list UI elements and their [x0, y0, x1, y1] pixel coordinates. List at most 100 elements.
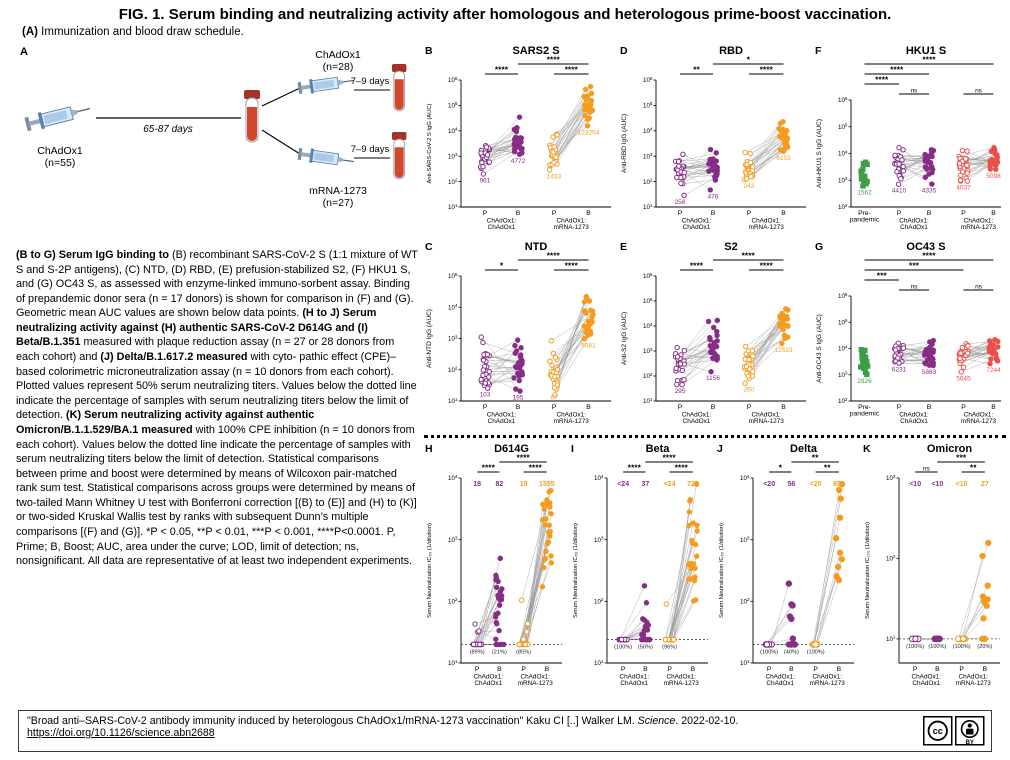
axis-tick-label: 104	[643, 322, 653, 330]
data-point	[707, 146, 714, 153]
x-tick-label: P	[813, 666, 818, 673]
gmt-label: 1433	[547, 174, 562, 181]
data-point	[742, 380, 748, 386]
x-tick-label: B	[586, 404, 591, 411]
data-point	[863, 362, 869, 369]
panel-a-caption: (A) Immunization and blood draw schedule…	[22, 26, 244, 38]
data-point	[516, 114, 523, 120]
data-point	[712, 351, 718, 357]
axis-tick-label: 105	[838, 123, 848, 131]
sig-label: **	[812, 453, 819, 463]
x-group-label: ChAdOx1:	[912, 674, 942, 681]
x-tick-label: B	[935, 666, 940, 673]
panel-E: E S2 101 102 103 104 105 106 Anti-S2 IgG (AUC) 29…	[619, 240, 814, 437]
data-point	[960, 635, 967, 643]
data-point	[686, 509, 693, 515]
data-point	[512, 350, 518, 356]
data-point	[789, 635, 797, 642]
data-point	[812, 641, 819, 648]
x-tick-label: B	[927, 210, 932, 217]
cc-icon: cc	[923, 716, 953, 746]
data-point	[789, 602, 796, 609]
data-point	[927, 153, 933, 159]
axis-tick-label: 102	[643, 372, 653, 380]
data-point	[525, 621, 531, 627]
pct-below-label: (100%)	[760, 649, 778, 655]
gmt-label: 295	[675, 388, 686, 395]
panel-letter: J	[717, 443, 723, 455]
data-point	[546, 167, 553, 173]
data-point	[478, 150, 484, 156]
data-point	[552, 373, 558, 380]
sig-label: ****	[495, 65, 509, 75]
citation-line1: "Broad anti–SARS-CoV-2 antibody immunity…	[27, 715, 983, 727]
gmt-label: 4335	[922, 188, 937, 195]
gmt-label: 1156	[706, 375, 720, 382]
y-axis-label: Anti-SARS-CoV-2 S IgG (AUC)	[427, 103, 433, 183]
axis-tick-label: 103	[448, 334, 458, 342]
panel-title: RBD	[719, 45, 743, 57]
x-tick-label: P	[747, 404, 752, 411]
panel-F-chart: F HKU1 S 102 103 104 105 106 Anti-HKU1 S IgG (A…	[815, 45, 1001, 231]
data-point	[838, 480, 846, 488]
x-group-label: mRNA-1273	[749, 224, 785, 231]
prime-vaccine-label: ChAdOx1	[37, 145, 83, 157]
sig-label: ns	[923, 466, 931, 473]
x-group-label: ChAdOx1	[683, 418, 711, 425]
x-group-label: ChAdOx1:	[620, 674, 650, 681]
panel-H-chart: H D614G 101 102 103 104 Serum Neutralization I…	[425, 443, 562, 687]
data-point	[551, 159, 557, 166]
data-point	[742, 343, 749, 350]
sig-label: ns	[975, 88, 983, 95]
data-point	[894, 169, 900, 175]
data-point	[781, 131, 788, 137]
figure-caption: (B to G) Serum IgG binding to (B) recomb…	[16, 249, 418, 568]
data-point	[493, 584, 500, 590]
axis-tick-label: 106	[448, 76, 458, 84]
axis-tick-label: 106	[643, 272, 653, 280]
x-tick-label: P	[552, 404, 557, 411]
panel-letter: K	[863, 443, 871, 455]
data-point	[484, 152, 491, 158]
gmt-label: 5098	[986, 173, 1001, 180]
sig-label: ****	[529, 463, 543, 473]
axis-tick-label: 104	[838, 149, 848, 157]
doi-link[interactable]: https://doi.org/10.1126/science.abn2688	[27, 727, 215, 739]
data-point	[785, 580, 793, 587]
data-point	[519, 597, 525, 603]
data-point	[477, 641, 483, 648]
x-group-label: ChAdOx1	[474, 680, 502, 687]
axis-tick-label: 106	[838, 292, 848, 300]
data-point	[478, 376, 484, 383]
data-point	[583, 329, 589, 335]
gmt-label: 4410	[892, 188, 907, 195]
panel-B: B SARS2 S 101 102 103 104 105 106 Anti-SARS-CoV-…	[424, 44, 619, 243]
axis-tick-label: 102	[886, 554, 896, 562]
data-point	[497, 555, 503, 562]
data-point	[483, 144, 490, 150]
data-point	[587, 83, 594, 90]
panel-D-chart: D RBD 101 102 103 104 105 106 Anti-RBD IgG (AUC)…	[620, 45, 806, 231]
sig-label: ****	[516, 453, 530, 463]
blood-tube-icon	[391, 63, 407, 112]
data-point	[678, 180, 684, 186]
x-group-label: ChAdOx1:	[557, 412, 587, 419]
axis-tick-label: 104	[448, 303, 458, 311]
data-point	[714, 317, 721, 324]
data-point	[512, 364, 519, 370]
data-point	[692, 597, 699, 603]
x-group-label: mRNA-1273	[961, 418, 997, 425]
panel-a-caption-label: (A)	[22, 26, 38, 38]
axis-tick-label: 102	[448, 366, 458, 374]
data-point	[714, 328, 720, 335]
boost1-n-label: (n=28)	[323, 61, 354, 73]
data-point	[959, 147, 966, 154]
x-tick-label: P	[959, 666, 964, 673]
x-tick-label: P	[521, 666, 526, 673]
data-point	[641, 583, 648, 589]
data-point	[524, 629, 530, 635]
data-point	[671, 636, 677, 643]
x-group-label: mRNA-1273	[518, 680, 554, 687]
data-point	[993, 355, 1000, 361]
data-point	[472, 621, 478, 627]
